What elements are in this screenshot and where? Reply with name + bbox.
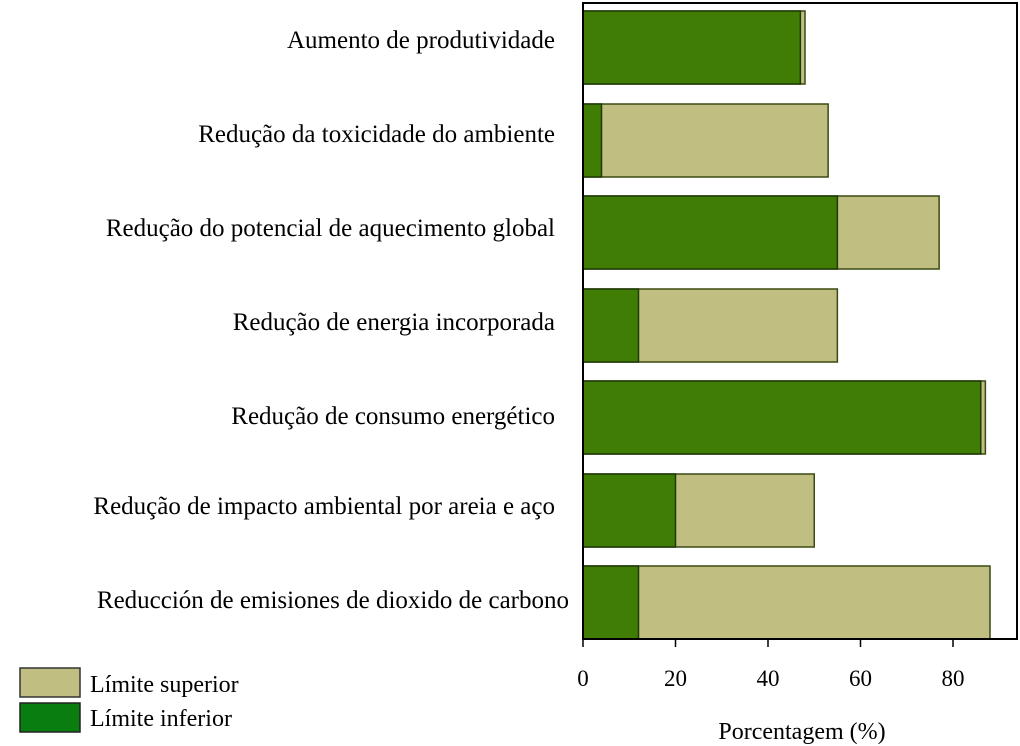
- category-labels: Aumento de produtividade Redução da toxi…: [93, 27, 569, 614]
- x-tick-label: 40: [757, 666, 780, 691]
- legend-label-upper: Límite superior: [90, 672, 239, 698]
- category-label: Aumento de produtividade: [287, 27, 555, 54]
- category-label: Redução de energia incorporada: [233, 309, 555, 336]
- legend-swatch-lower: [19, 702, 81, 733]
- bar-lower-limit: [582, 195, 839, 270]
- x-tick-label: 80: [942, 666, 965, 691]
- bar-lower-limit: [582, 380, 982, 455]
- x-axis-title: Porcentagem (%): [718, 719, 885, 745]
- category-label: Reducción de emisiones de dioxido de car…: [97, 587, 569, 614]
- bar-lower-limit: [582, 288, 640, 363]
- bar-lower-limit: [582, 565, 640, 640]
- legend-label-lower: Límite inferior: [90, 706, 232, 732]
- category-label: Redução de consumo energético: [231, 403, 555, 430]
- bar-upper-limit: [582, 103, 829, 178]
- legend-swatch-upper: [19, 667, 81, 698]
- bar-upper-limit: [582, 565, 991, 640]
- category-label: Redução de impacto ambiental por areia e…: [93, 493, 555, 520]
- legend: Límite superior Límite inferior: [19, 667, 239, 733]
- x-tick-label: 0: [577, 666, 589, 691]
- bar-lower-limit: [582, 10, 802, 85]
- x-axis-ticks: 0 20 40 60 80: [577, 639, 965, 691]
- bar-lower-limit: [582, 473, 677, 548]
- x-tick-label: 60: [849, 666, 872, 691]
- bars-layer: [582, 10, 991, 640]
- category-label: Redução da toxicidade do ambiente: [198, 121, 555, 148]
- bar-lower-limit: [582, 103, 603, 178]
- x-tick-label: 20: [664, 666, 687, 691]
- category-label: Redução do potencial de aquecimento glob…: [106, 215, 555, 242]
- plot-frame: [582, 2, 1018, 640]
